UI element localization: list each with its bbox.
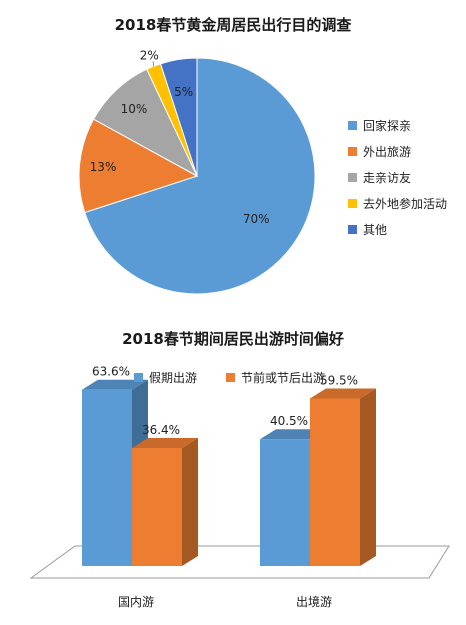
bar — [132, 448, 182, 566]
legend-swatch — [348, 147, 357, 156]
legend-swatch — [134, 373, 143, 382]
bar-data-label: 36.4% — [142, 423, 180, 437]
pie-data-label: 10% — [121, 102, 148, 116]
pie-legend-item: 走亲访友 — [348, 169, 411, 186]
pie-data-label: 2% — [140, 48, 159, 62]
legend-swatch — [348, 121, 357, 130]
legend-label: 去外地参加活动 — [363, 197, 448, 211]
bar-side — [360, 388, 376, 566]
pie-chart-title: 2018春节黄金周居民出行目的调查 — [114, 16, 352, 34]
bar-top — [260, 429, 326, 440]
bar — [260, 439, 310, 566]
pie-slice — [84, 57, 316, 295]
bar-top — [82, 379, 148, 390]
legend-swatch — [348, 173, 357, 182]
bar-legend-item: 假期出游 — [134, 369, 197, 386]
pie-data-label: 70% — [243, 212, 270, 226]
pie-legend-item: 其他 — [348, 221, 387, 238]
legend-label: 节前或节后出游 — [241, 371, 326, 385]
legend-swatch — [348, 225, 357, 234]
legend-label: 外出旅游 — [363, 145, 412, 159]
bar-top — [310, 388, 376, 399]
pie-legend-item: 外出旅游 — [348, 143, 411, 160]
pie-legend-item: 去外地参加活动 — [348, 195, 447, 212]
bar — [310, 398, 360, 566]
category-label: 出境游 — [296, 594, 332, 609]
legend-label: 走亲访友 — [363, 171, 412, 185]
pie-data-label: 5% — [174, 85, 193, 99]
bar-data-label: 63.6% — [92, 365, 130, 379]
legend-label: 假期出游 — [149, 371, 198, 385]
pie-data-label: 13% — [90, 160, 117, 174]
bar-data-label: 59.5% — [320, 374, 358, 388]
pie-slice — [159, 57, 198, 177]
pie-slice — [92, 68, 199, 178]
bar-chart-title: 2018春节期间居民出游时间偏好 — [122, 330, 344, 348]
category-label: 国内游 — [118, 595, 154, 609]
bar-legend-item: 节前或节后出游 — [226, 369, 325, 386]
legend-swatch — [348, 199, 357, 208]
pie-legend-item: 回家探亲 — [348, 117, 411, 134]
bar — [82, 389, 132, 566]
legend-label: 其他 — [363, 223, 388, 237]
bar-side — [182, 438, 198, 566]
bar-data-label: 40.5% — [270, 414, 308, 428]
bar-top — [132, 438, 198, 448]
pie-slice — [78, 118, 199, 214]
legend-swatch — [226, 373, 235, 382]
legend-label: 回家探亲 — [363, 119, 412, 133]
